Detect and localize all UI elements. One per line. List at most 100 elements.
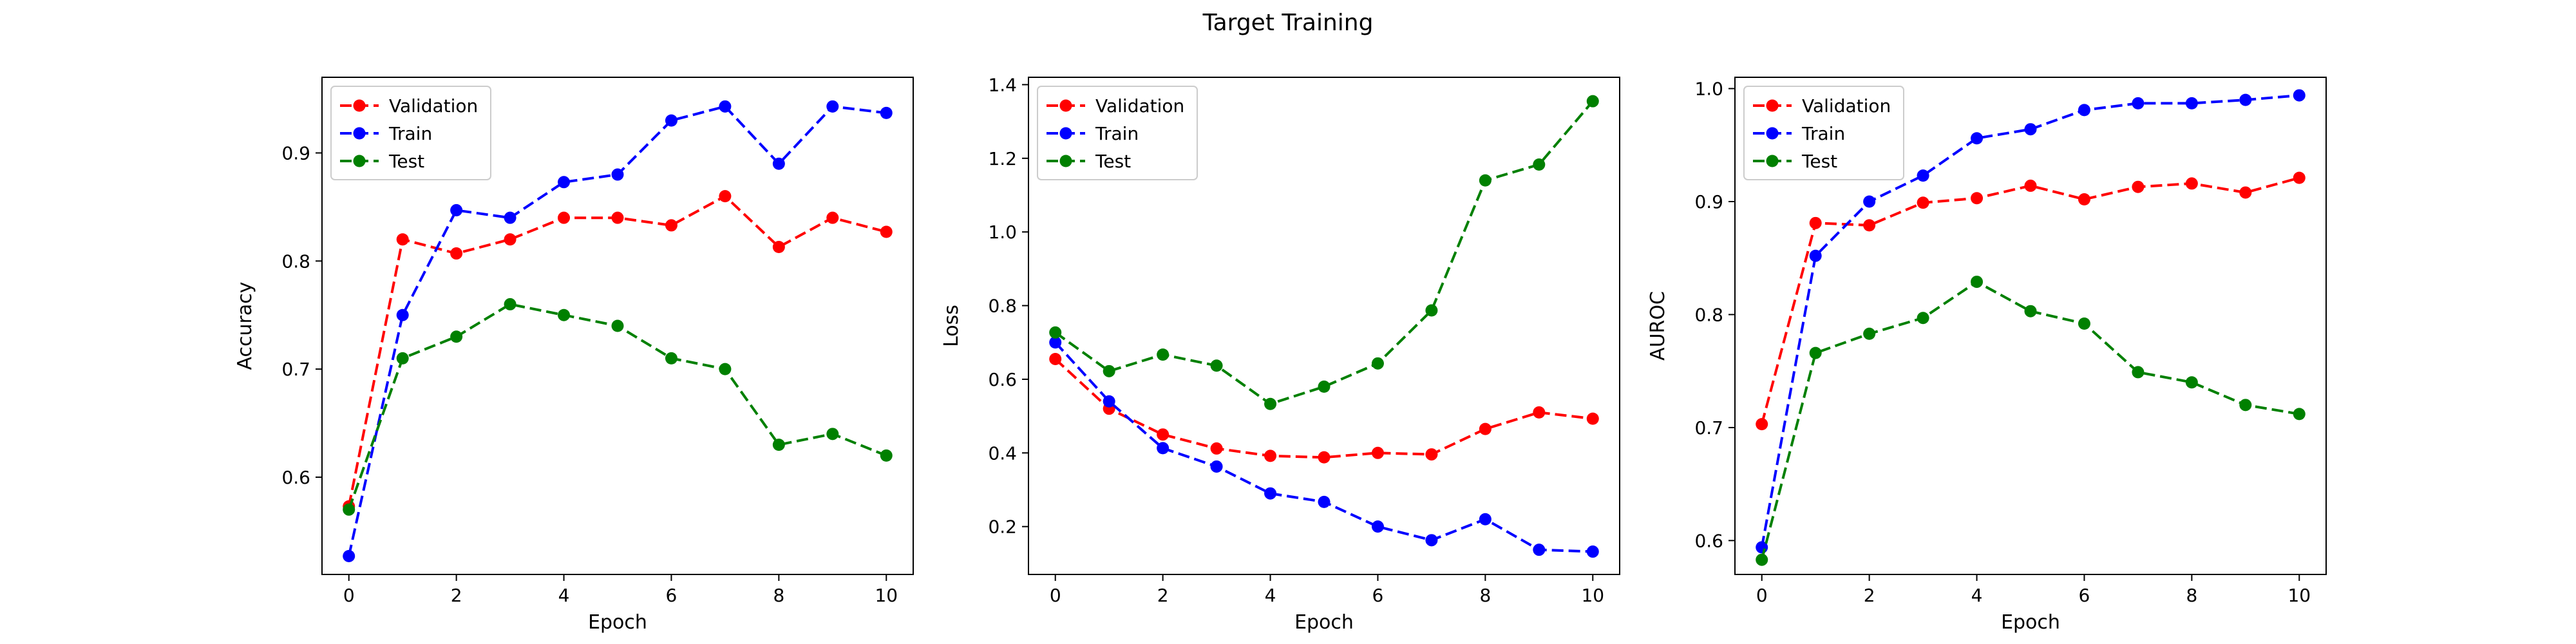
x-tick-label: 10 [2287,585,2311,606]
x-tick-label: 8 [2186,585,2197,606]
data-point-test [396,352,409,365]
y-tick-label: 1.2 [988,148,1017,169]
x-tick-label: 2 [1157,585,1169,606]
data-point-train [1533,544,1546,556]
y-tick-label: 0.4 [988,442,1017,464]
data-point-test [1809,346,1822,359]
data-point-validation [504,233,516,246]
series-line-test [1054,100,1594,406]
y-tick-label: 0.9 [1694,191,1723,213]
y-tick-label: 0.8 [1694,304,1723,325]
data-point-train [1371,520,1384,533]
data-point-train [2185,97,2198,109]
legend-marker-validation [1766,99,1779,112]
data-point-train [1210,460,1223,473]
series-line-validation [347,194,887,507]
legend-marker-test [1059,155,1072,167]
data-point-test [826,428,839,440]
data-point-test [1479,174,1492,187]
data-point-test [1157,348,1170,361]
data-point-validation [1157,428,1170,441]
data-point-test [1533,158,1546,171]
data-point-validation [1863,219,1876,232]
x-tick-label: 10 [875,585,898,606]
y-tick-label: 0.9 [281,142,310,164]
data-point-test [1049,326,1062,339]
series-line-train [1054,341,1593,553]
x-tick-label: 4 [558,585,570,606]
x-tick-label: 8 [773,585,784,606]
data-point-validation [1425,448,1438,461]
y-tick-label: 1.0 [988,222,1017,243]
data-point-validation [1917,196,1929,209]
data-point-test [1371,357,1384,370]
data-point-train [665,114,677,127]
y-tick-label: 0.6 [988,369,1017,390]
data-point-test [2185,376,2198,389]
data-point-validation [1264,450,1277,462]
data-point-train [1157,442,1170,455]
series-line-validation [1760,176,2300,425]
data-point-validation [1533,406,1546,419]
legend-box [1743,86,1904,180]
data-point-validation [1371,446,1384,459]
data-point-test [343,503,355,516]
data-point-validation [558,211,571,224]
data-point-validation [1586,412,1599,425]
data-point-train [1971,132,1984,145]
data-point-train [504,211,516,224]
plot-frame [1028,77,1620,575]
series-line-validation [1054,358,1593,459]
legend-label-train: Train [1095,123,1139,144]
legend-label-train: Train [388,123,432,144]
data-point-train [450,204,463,216]
data-point-test [2078,317,2090,330]
data-point-test [1425,304,1438,317]
x-tick-label: 2 [1864,585,1875,606]
legend-marker-validation [353,99,366,112]
data-point-train [396,308,409,321]
y-tick-label: 0.6 [1694,530,1723,551]
data-point-validation [396,233,409,246]
x-tick-label: 4 [1971,585,1983,606]
legend-label-train: Train [1801,123,1845,144]
x-axis-label: Epoch [2001,611,2060,634]
data-point-test [665,352,677,365]
x-tick-label: 0 [1756,585,1768,606]
y-tick-label: 0.2 [988,516,1017,538]
data-point-test [1863,327,1876,340]
data-point-validation [2185,177,2198,190]
data-point-test [2132,366,2145,379]
y-axis-label: Loss [940,305,963,347]
legend-marker-test [1766,155,1779,167]
data-point-test [2293,408,2306,421]
legend-marker-test [353,155,366,167]
data-point-validation [1479,422,1492,435]
x-tick-label: 10 [1581,585,1604,606]
x-tick-label: 2 [451,585,462,606]
data-point-train [2132,97,2145,109]
x-tick-label: 6 [666,585,677,606]
data-point-train [2293,89,2306,102]
data-point-test [1264,397,1277,410]
y-tick-label: 1.0 [1694,79,1723,100]
legend-label-validation: Validation [1802,95,1891,117]
data-point-test [1917,312,1929,325]
chart-panel-3: 0 2 4 6 8 10 0.6 0.7 0.8 0.9 1.0 Epoch AUROC Validati… [1647,77,2327,634]
x-tick-label: 4 [1265,585,1276,606]
y-tick-label: 1.4 [988,74,1017,95]
x-tick-label: 8 [1479,585,1491,606]
legend-marker-train [1059,127,1072,140]
data-point-train [772,157,785,170]
data-point-test [611,319,624,332]
data-point-validation [719,190,732,203]
data-point-test [558,308,571,321]
series-line-test [1760,280,2300,560]
data-point-train [880,106,893,119]
legend-marker-train [1766,127,1779,140]
data-point-train [2239,93,2252,106]
data-point-train [1479,513,1492,526]
data-point-test [1210,359,1223,372]
data-point-test [2024,305,2037,317]
data-point-train [1863,195,1876,208]
